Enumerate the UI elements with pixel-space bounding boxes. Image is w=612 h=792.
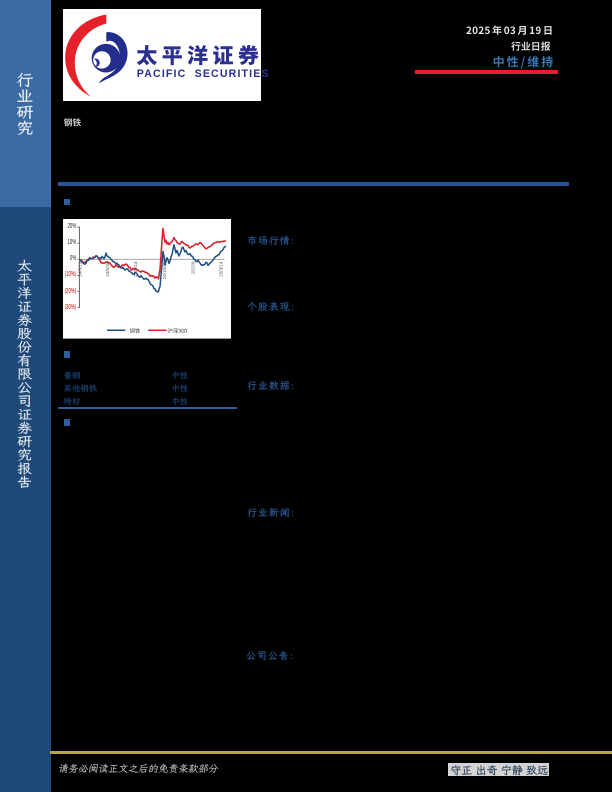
svg-text:24/3/19: 24/3/19 — [77, 261, 82, 277]
svg-text:25/3/14: 25/3/14 — [219, 261, 224, 277]
svg-text:24/8/13: 24/8/13 — [133, 261, 138, 277]
svg-text:24/5/31: 24/5/31 — [105, 261, 110, 277]
svg-text:25/1/9: 25/1/9 — [191, 261, 196, 274]
svg-text:24/10/28: 24/10/28 — [162, 261, 167, 279]
